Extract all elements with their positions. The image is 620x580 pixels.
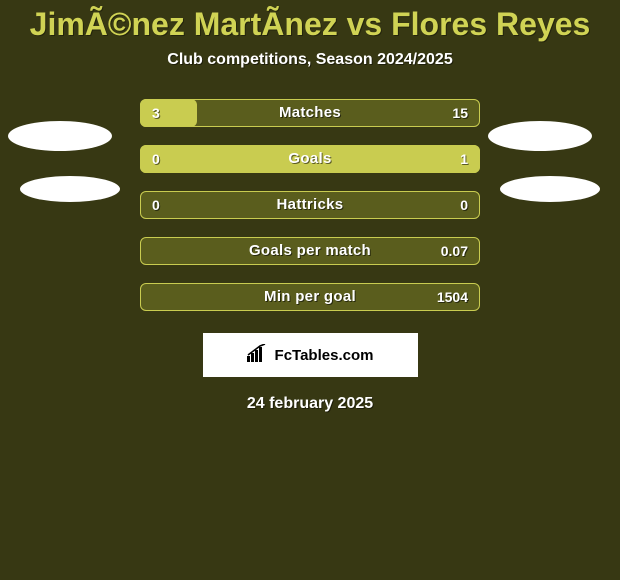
club-logo-placeholder — [500, 176, 600, 202]
club-logo-placeholder — [8, 121, 112, 151]
stat-value-right: 15 — [452, 99, 468, 127]
stat-row: Min per goal1504 — [140, 283, 480, 311]
stat-row: Goals per match0.07 — [140, 237, 480, 265]
stat-row: Hattricks0 0 — [140, 191, 480, 219]
stat-value-left: 0 — [152, 145, 160, 173]
stat-value-right: 0.07 — [441, 237, 468, 265]
stat-value-right: 1504 — [437, 283, 468, 311]
stat-label: Matches — [140, 99, 480, 127]
stat-value-left: 3 — [152, 99, 160, 127]
stat-label: Goals per match — [140, 237, 480, 265]
club-logo-placeholder — [20, 176, 120, 202]
stat-row: Matches3 15 — [140, 99, 480, 127]
stats-rows: Matches315Goals01Hattricks00Goals per ma… — [140, 99, 480, 311]
stat-row: Goals0 1 — [140, 145, 480, 173]
bar-chart-icon — [247, 344, 269, 367]
stat-value-right: 1 — [460, 145, 468, 173]
stat-label: Hattricks — [140, 191, 480, 219]
stat-label: Goals — [140, 145, 480, 173]
brand-box: FcTables.com — [203, 333, 418, 377]
page-subtitle: Club competitions, Season 2024/2025 — [0, 51, 620, 69]
stat-label: Min per goal — [140, 283, 480, 311]
stat-value-right: 0 — [460, 191, 468, 219]
stat-value-left: 0 — [152, 191, 160, 219]
brand-text: FcTables.com — [275, 347, 374, 364]
date-text: 24 february 2025 — [0, 395, 620, 413]
page-title: JimÃ©nez MartÃ­nez vs Flores Reyes — [0, 6, 620, 43]
club-logo-placeholder — [488, 121, 592, 151]
